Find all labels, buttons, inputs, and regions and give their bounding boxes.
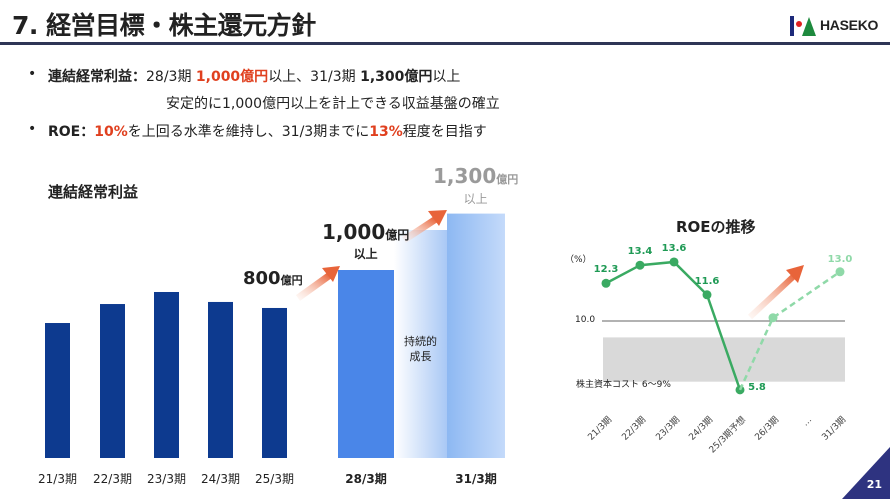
text: 以上 [432,69,461,85]
bullet-label: ROE： [48,124,95,140]
roe-value-label: 11.6 [694,276,720,287]
data-point [768,313,778,323]
growth-arrow-1 [295,266,340,301]
bullet-profit: • 連結経常利益：28/3期 1,000億円以上、31/3期 1,300億円以上 [28,66,461,86]
roe-value-label: 12.3 [593,264,619,275]
bullet-label: 連結経常利益： [48,69,146,85]
roe-value-label: 5.8 [748,382,766,393]
x-label: 21/3期 [38,472,77,486]
unit: 億円 [280,274,303,287]
data-point [669,257,679,267]
data-point [835,267,845,277]
series-line-1 [738,270,841,391]
page-title: 7. 経営目標・株主還元方針 [12,11,316,40]
roe-arrowhead [786,265,804,283]
text: 28/3期 [146,69,196,85]
bar-4 [262,307,287,458]
highlight: 10% [94,124,128,140]
roe-x-label: 21/3期 [586,414,614,442]
growth-arrow-2 [402,210,447,243]
above: 以上 [353,247,378,261]
highlight: 13% [369,124,403,140]
bar-chart-title: 連結経常利益 [48,183,139,201]
logo-text: HASEKO [820,17,879,33]
bar-3 [208,301,233,458]
x-label: 28/3期 [345,472,387,486]
growth-label-line: 持続的 [404,335,437,348]
roe-chart-title: ROEの推移 [676,218,756,236]
bar-0 [45,323,70,458]
above: 以上 [463,192,488,206]
roe-x-label: 31/3期 [820,414,848,442]
header-divider [0,42,890,45]
bullet-roe: • ROE：10%を上回る水準を維持し、31/3期までに13%程度を目指す [28,121,487,141]
data-point [702,290,712,300]
text: を上回る水準を維持し、31/3期までに [127,124,370,140]
value-label-1300: 1,300億円 以上 [433,164,518,206]
value-label-1000: 1,000億円 以上 [322,220,409,261]
reference-line-label: 10.0 [575,315,596,325]
data-point [635,260,645,270]
bar-2 [154,291,179,458]
x-label: 24/3期 [201,472,240,486]
value: 800 [243,268,281,289]
value: 1,000 [322,220,386,244]
bullet-dot: • [28,66,37,82]
roe-value-label: 13.0 [827,254,853,265]
roe-value-label: 13.4 [627,246,653,257]
bullet-dot: • [28,121,37,137]
logo-mark-icon [790,16,816,36]
x-label: 22/3期 [93,472,132,486]
bar-5 [338,270,394,458]
highlight: 1,000億円 [195,69,269,85]
x-label: 25/3期 [255,472,294,486]
page-corner [842,447,890,499]
roe-x-label: 22/3期 [620,414,648,442]
bar-6 [447,213,505,458]
roe-x-label: 23/3期 [654,414,682,442]
data-point [601,278,611,288]
text: 以上、31/3期 [268,69,361,85]
bar-1 [100,304,125,458]
x-label: 23/3期 [147,472,186,486]
text: 程度を目指す [402,124,487,140]
x-label: 31/3期 [455,472,497,486]
roe-x-label: … [801,415,814,428]
growth-label-line: 成長 [409,350,432,363]
value-label-800: 800億円 [243,268,303,289]
bullet-profit-sub: 安定的に1,000億円以上を計上できる収益基盤の確立 [166,96,500,112]
value: 1,300 [433,164,497,188]
roe-value-label: 13.6 [661,243,687,254]
highlight: 1,300億円 [360,69,433,85]
roe-y-unit: （%） [565,255,592,265]
band-label: 株主資本コスト 6〜9% [576,380,671,390]
roe-x-label: 26/3期 [753,414,781,442]
roe-x-label: 24/3期 [687,414,715,442]
unit: 億円 [385,228,410,242]
haseko-logo: HASEKO [790,14,878,36]
page-number: 21 [866,478,882,491]
roe-arrow [747,272,798,320]
unit: 億円 [496,173,519,186]
growth-gradient [394,230,447,458]
growth-label: 持続的 成長 [404,334,437,364]
